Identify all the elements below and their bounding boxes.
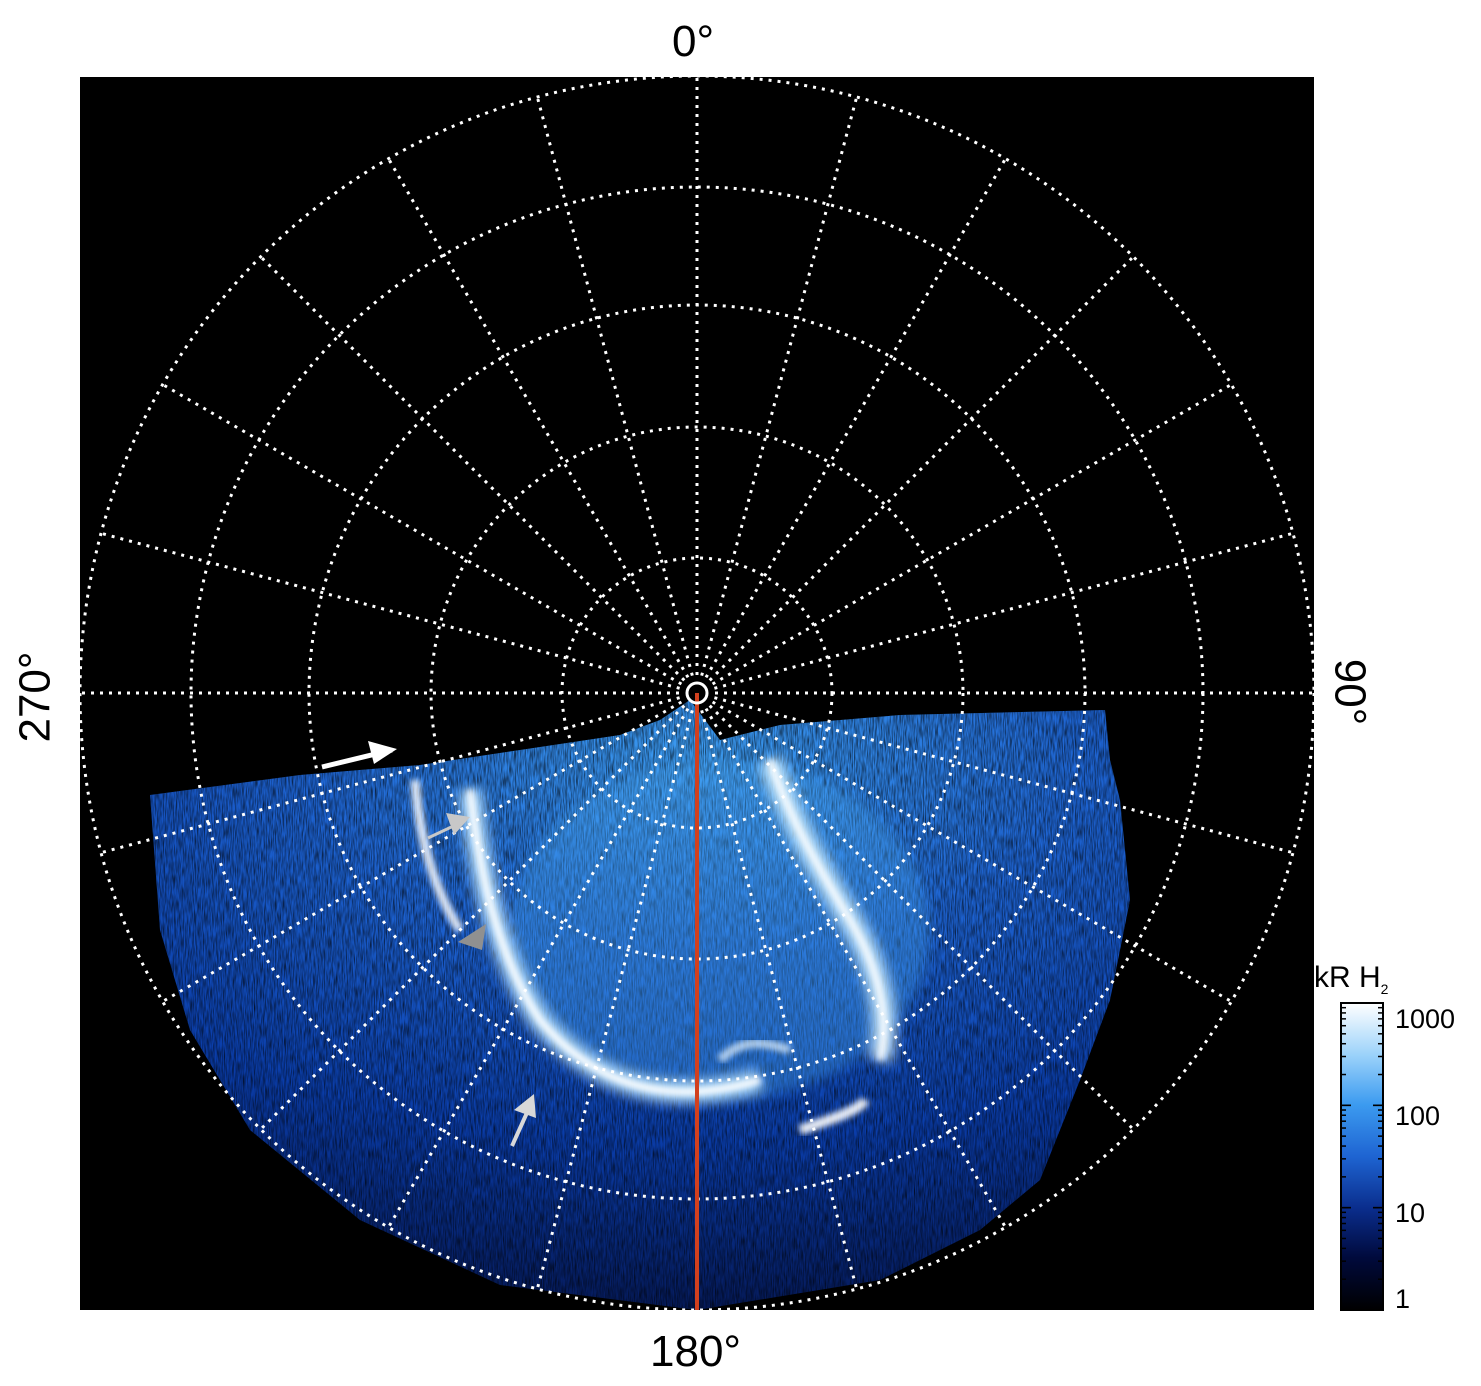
colorbar-tick-label: 1000 [1395,1004,1456,1034]
meridian-line [711,700,1233,1003]
colorbar-tick-label: 100 [1395,1101,1441,1131]
longitude-label-left: 270° [10,651,60,743]
colorbar-title-main: kR H [1314,961,1381,994]
colorbar-title: kR H2 [1314,961,1389,997]
meridian-line [100,531,681,690]
colorbar-ticks [1341,1002,1383,1311]
arrow-head-light-grey [446,813,470,835]
colorbar-tick-label: 1 [1395,1284,1411,1314]
aurora-emission-image [150,700,1130,1310]
colorbar-gradient [1340,1002,1384,1311]
pole-marker [685,681,709,705]
meridian-line [704,157,1007,679]
meridian-line [259,255,686,682]
meridian-line [713,696,1294,855]
meridian-line [535,709,694,1290]
meridian-line [100,696,681,855]
annotation-arrows [321,741,536,1147]
meridian-line [161,700,683,1003]
colorbar-title-subscript: 2 [1380,981,1389,997]
meridian-line [700,96,859,677]
meridian-line [161,383,683,686]
latitude-ring [429,425,965,961]
meridian-line [387,157,690,679]
meridian-line [259,704,686,1131]
longitude-label-bottom: 180° [650,1327,742,1376]
meridian-line [711,383,1233,686]
arrow-head-white [368,741,397,764]
arrow-head-pale [514,1094,536,1118]
meridian-line [700,709,859,1290]
longitude-label-top: 0° [672,17,715,66]
meridian-line [704,707,1007,1229]
meridian-line [535,96,694,677]
colorbar-tick-label: 10 [1395,1198,1426,1228]
meridian-line [708,255,1135,682]
meridian-line [708,704,1135,1131]
annotation-arrow-dark-grey [458,924,486,950]
longitude-label-right: 90° [1325,658,1375,726]
meridian-line [387,707,690,1229]
meridian-line [713,531,1294,690]
colorbar [1340,1002,1384,1311]
